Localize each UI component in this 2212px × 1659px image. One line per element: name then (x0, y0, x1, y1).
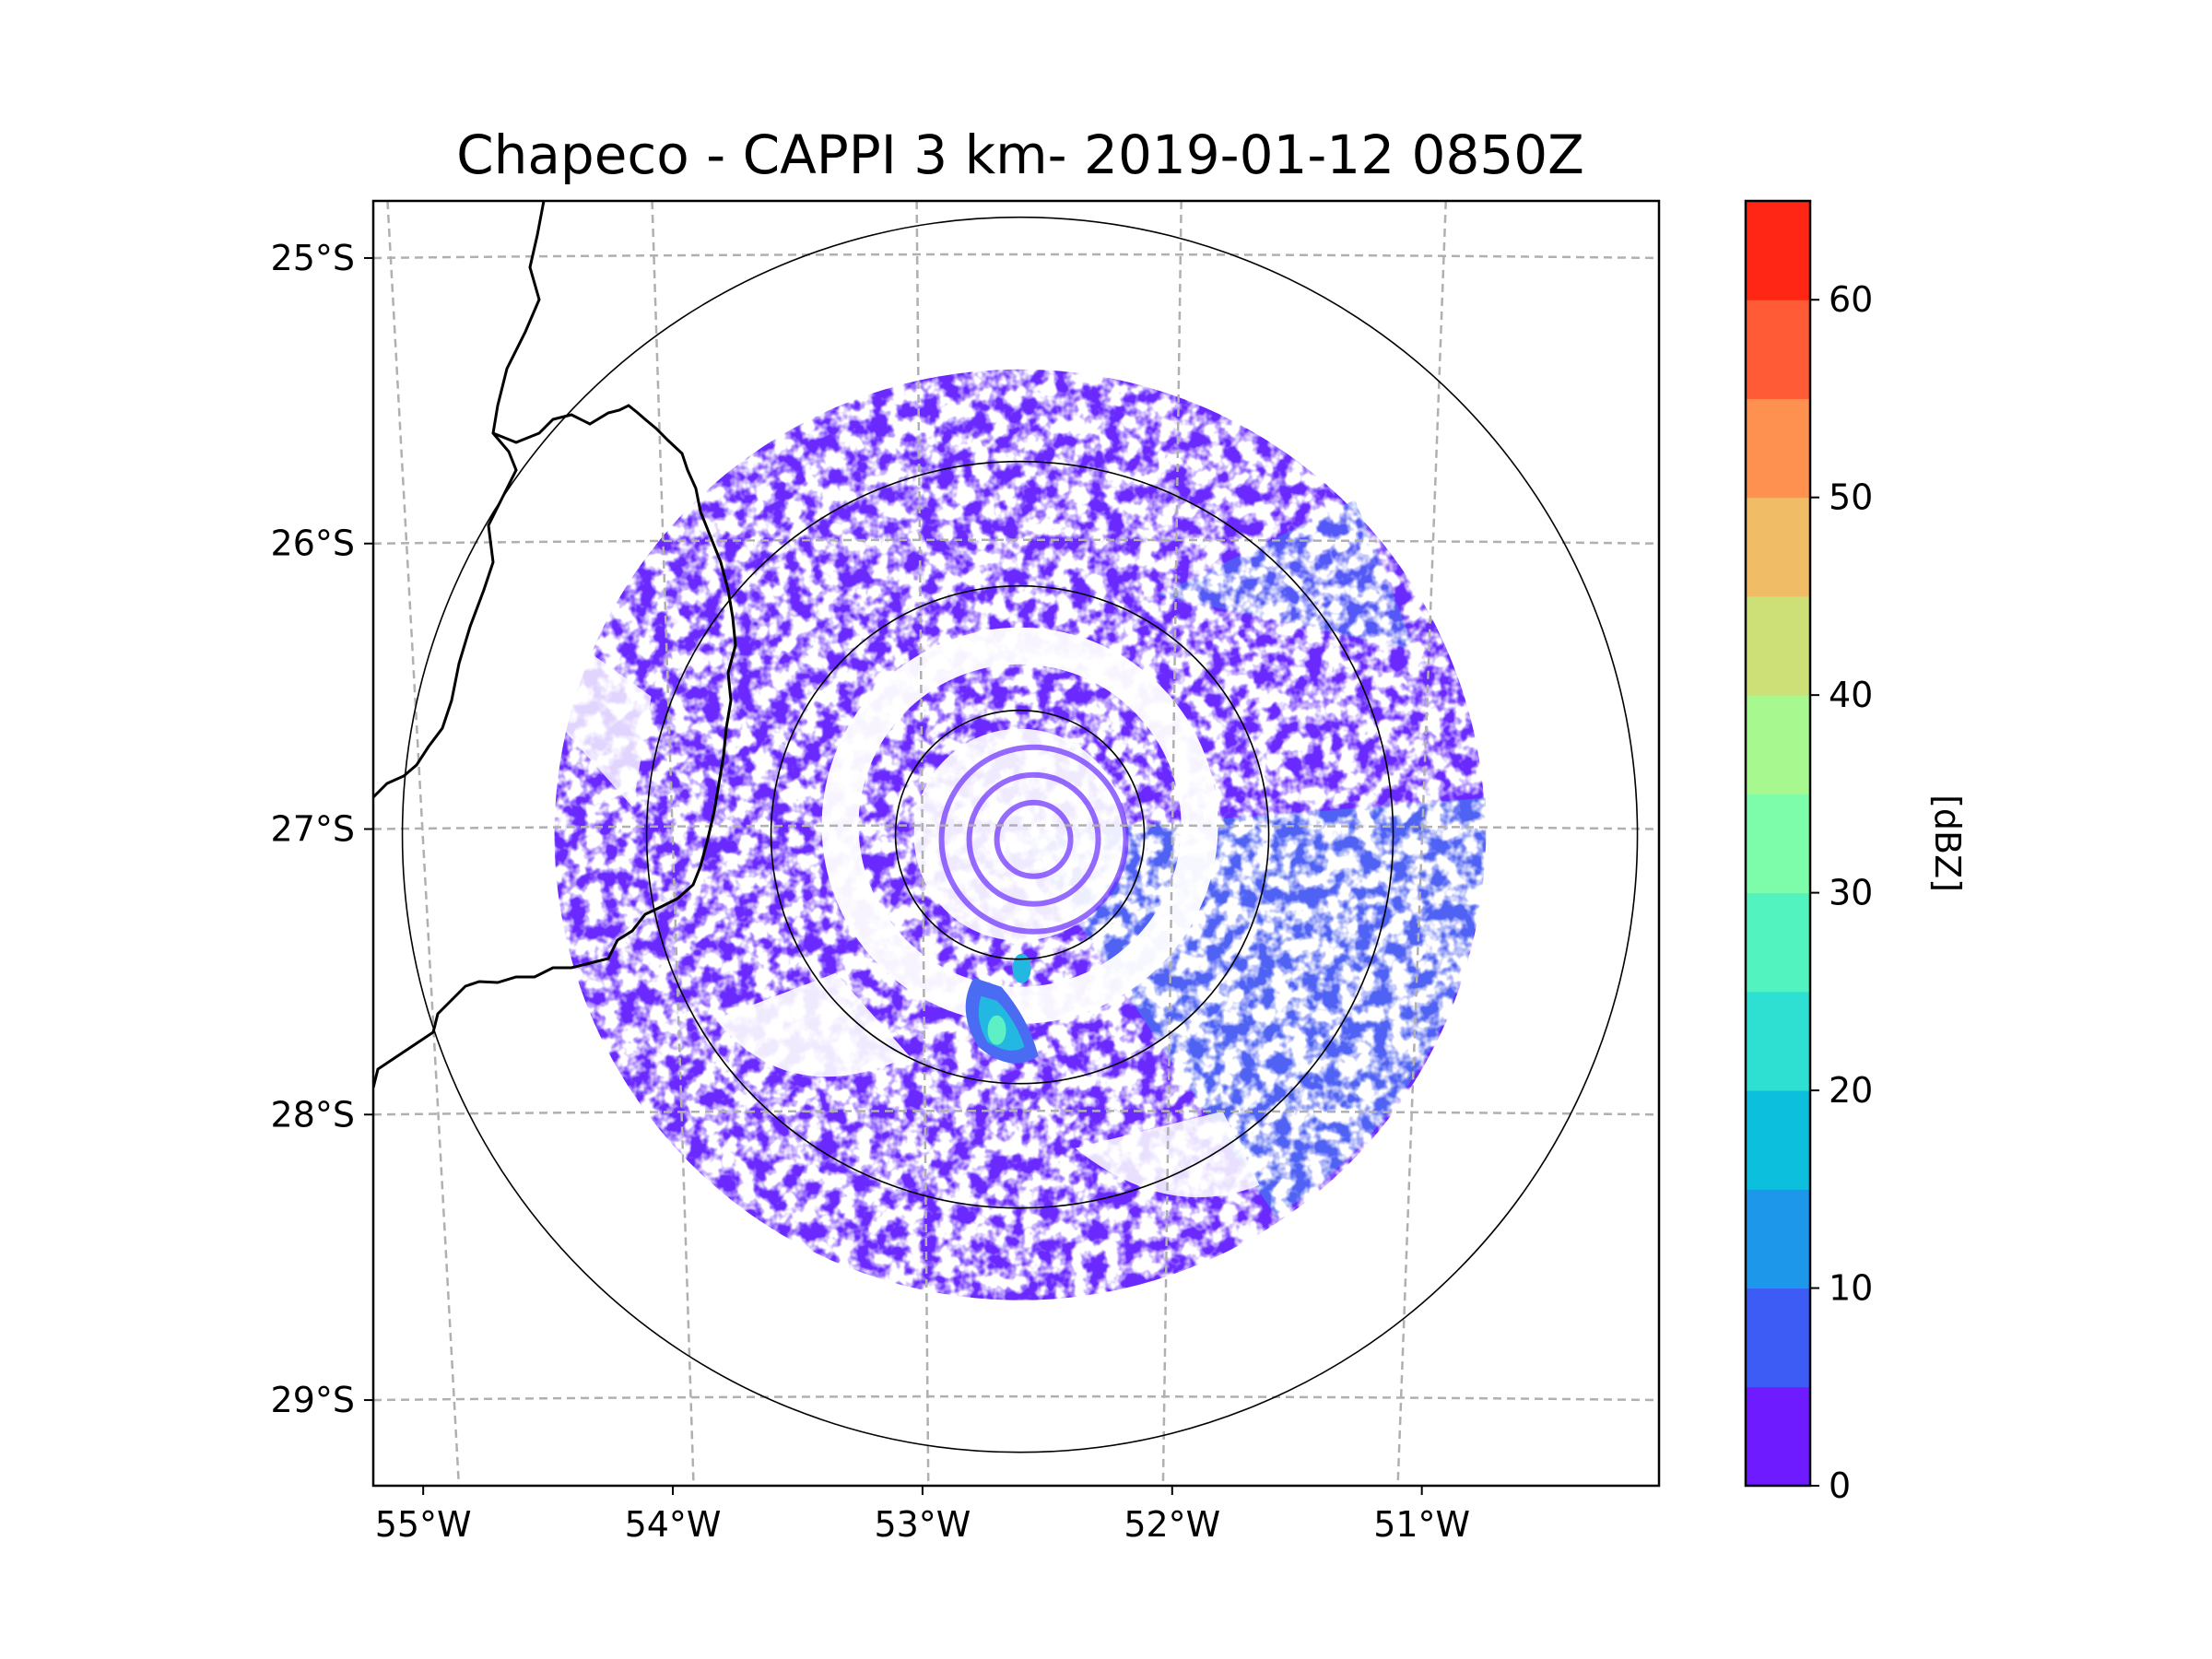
lon-tick-label: 52°W (1124, 1504, 1220, 1545)
colorbar-swatch (1746, 991, 1810, 1091)
colorbar-swatch (1746, 1288, 1810, 1388)
lon-gridline (386, 201, 461, 1486)
graticule (373, 201, 1659, 1486)
lat-gridline (373, 253, 1659, 260)
longitude-tick-labels: 55°W 54°W 53°W 52°W 51°W (375, 1486, 1470, 1545)
lat-tick-label: 28°S (271, 1094, 355, 1135)
lat-gridline (373, 1110, 1659, 1116)
lon-tick-label: 55°W (375, 1504, 472, 1545)
country-borders (373, 201, 737, 1088)
colorbar-tick-label: 0 (1829, 1465, 1851, 1506)
colorbar-swatch (1746, 398, 1810, 499)
latitude-tick-labels: 25°S 26°S 27°S 28°S 29°S (271, 238, 373, 1420)
lon-gridline (651, 201, 695, 1486)
colorbar: 0 10 20 30 40 50 60 [dBZ] (1744, 199, 1968, 1506)
colorbar-swatch (1746, 300, 1810, 399)
lat-tick-label: 29°S (271, 1380, 355, 1420)
lat-gridline (373, 824, 1659, 830)
lat-tick-label: 27°S (271, 809, 355, 850)
reflectivity-layer (554, 369, 1487, 1300)
colorbar-swatches (1746, 201, 1810, 1487)
colorbar-tick-label: 40 (1829, 675, 1873, 715)
map-frame (371, 199, 1661, 1488)
center-clutter-ring (994, 799, 1074, 879)
clear-patch (715, 972, 910, 1077)
range-ring (645, 460, 1394, 1209)
colorbar-swatch (1746, 695, 1810, 794)
center-clutter-ring (966, 771, 1101, 907)
lat-gridline (373, 538, 1659, 545)
range-ring (770, 584, 1270, 1085)
colorbar-tick-label: 10 (1829, 1268, 1873, 1309)
convective-cell-peak (987, 1015, 1006, 1045)
colorbar-swatch (1746, 892, 1810, 993)
echo-northeast-band (1158, 500, 1416, 651)
colorbar-swatch (1746, 794, 1810, 894)
lon-gridline (1396, 201, 1448, 1486)
colorbar-swatch (1746, 1189, 1810, 1289)
colorbar-tick-label: 60 (1829, 279, 1873, 320)
clear-patch (1075, 1111, 1260, 1198)
range-ring (401, 216, 1639, 1453)
lon-tick-label: 51°W (1373, 1504, 1470, 1545)
colorbar-tick-label: 50 (1829, 477, 1873, 518)
colorbar-swatch (1746, 201, 1810, 300)
colorbar-tick-label: 30 (1829, 873, 1873, 913)
lat-gridline (373, 1394, 1659, 1402)
colorbar-swatch (1746, 595, 1810, 696)
lon-tick-label: 54°W (625, 1504, 722, 1545)
lat-tick-label: 25°S (271, 238, 355, 278)
lon-gridline (1161, 201, 1182, 1486)
lon-gridline (915, 201, 930, 1486)
map-title: Chapeco - CAPPI 3 km- 2019-01-12 0850Z (456, 124, 1584, 186)
colorbar-tick-label: 20 (1829, 1070, 1873, 1111)
range-rings (401, 216, 1639, 1453)
colorbar-swatch (1746, 1090, 1810, 1190)
center-clutter-ring (938, 744, 1129, 935)
border-paraguay-argentina (373, 201, 546, 799)
clear-patch (559, 650, 652, 807)
colorbar-ticks: 0 10 20 30 40 50 60 (1810, 279, 1873, 1506)
colorbar-label: [dBZ] (1927, 794, 1968, 892)
small-cell (1012, 953, 1031, 983)
colorbar-swatch (1746, 497, 1810, 597)
border-argentina-brazil (373, 404, 737, 1088)
clear-annulus (821, 627, 1218, 1024)
colorbar-swatch (1746, 1386, 1810, 1487)
lon-tick-label: 53°W (874, 1504, 971, 1545)
lat-tick-label: 26°S (271, 524, 355, 564)
colorbar-frame (1744, 199, 1812, 1488)
range-ring (894, 709, 1146, 960)
